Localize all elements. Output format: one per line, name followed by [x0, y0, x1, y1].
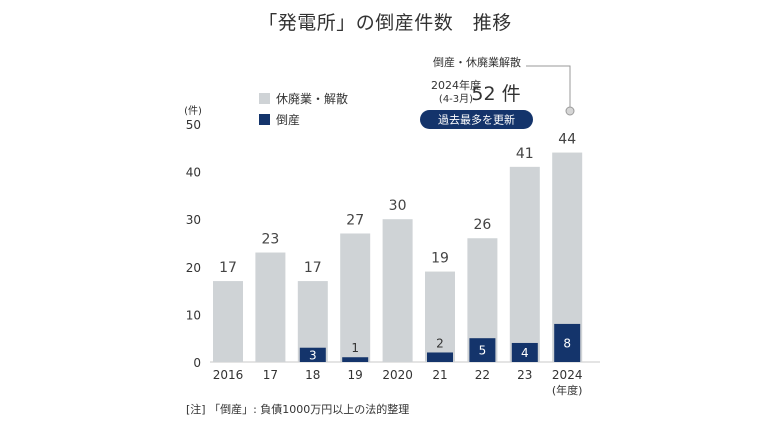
annotation-value: 52 件: [471, 83, 520, 105]
data-label-haiten: 44: [558, 132, 576, 148]
bar-2020-haiten: [382, 219, 413, 362]
bar-21-haiten: [425, 271, 455, 362]
x-tick-label: 21: [432, 368, 447, 382]
x-tick-label: 22: [475, 368, 490, 382]
data-label-tousan: 4: [521, 346, 529, 360]
annotation-leader-dot: [565, 106, 575, 116]
y-tick-label: 50: [186, 118, 201, 132]
bar-2016-haiten: [213, 281, 243, 362]
x-tick-label: 17: [263, 368, 278, 382]
legend-label-tousan: 倒産: [276, 112, 300, 127]
x-tick-label: 2024: [552, 368, 583, 382]
bar-23-haiten: [509, 166, 540, 362]
data-label-haiten: 26: [473, 217, 491, 233]
data-label-tousan: 8: [563, 336, 571, 350]
data-label-haiten: 27: [346, 212, 364, 228]
data-label-tousan: 3: [309, 348, 317, 362]
x-tick-label: 19: [348, 368, 363, 382]
bar-18-tousan: [299, 347, 326, 362]
legend-swatch-tousan: [259, 114, 270, 125]
x-tick-label: 2020: [382, 368, 413, 382]
data-label-haiten: 17: [304, 260, 322, 276]
y-tick-label: 40: [186, 166, 201, 180]
y-tick-label: 30: [186, 213, 201, 227]
annotation-badge: [420, 110, 533, 129]
data-label-haiten: 19: [431, 251, 449, 267]
legend-swatch-haiten: [259, 93, 270, 104]
annotation-leader-label: 倒産・休廃業解散: [433, 55, 521, 69]
x-unit-label: (年度): [552, 383, 583, 397]
data-label-haiten: 41: [516, 146, 534, 162]
bar-23-tousan: [511, 342, 538, 362]
data-label-tousan: 1: [351, 341, 359, 355]
data-label-haiten: 30: [389, 198, 407, 214]
bar-2024-tousan: [554, 323, 581, 362]
annotation-period-sub: (4-3月): [439, 93, 473, 105]
data-label-haiten: 23: [261, 232, 279, 248]
bar-19-haiten: [340, 233, 371, 362]
y-tick-label: 0: [193, 356, 201, 370]
chart-title: 「発電所」の倒産件数 推移: [258, 12, 512, 34]
y-axis-label: (件): [184, 105, 202, 117]
x-tick-label: 18: [305, 368, 320, 382]
legend-label-haiten: 休廃業・解散: [276, 91, 348, 106]
x-tick-label: 23: [517, 368, 532, 382]
footnote: [注] 「倒産」: 負債1000万円以上の法的整理: [186, 402, 409, 416]
y-tick-label: 20: [186, 261, 201, 275]
bar-17-haiten: [255, 252, 286, 362]
bar-21-tousan: [427, 352, 453, 362]
annotation-period: 2024年度: [431, 78, 481, 92]
bar-22-tousan: [469, 338, 496, 362]
data-label-tousan: 5: [479, 344, 487, 358]
annotation-leader-line: [526, 65, 571, 108]
data-label-haiten: 17: [219, 260, 237, 276]
x-tick-label: 2016: [213, 368, 244, 382]
annotation-badge-text: 過去最多を更新: [438, 113, 515, 127]
bar-19-tousan: [342, 357, 369, 362]
data-label-tousan: 2: [436, 336, 444, 350]
y-tick-label: 10: [186, 308, 201, 322]
